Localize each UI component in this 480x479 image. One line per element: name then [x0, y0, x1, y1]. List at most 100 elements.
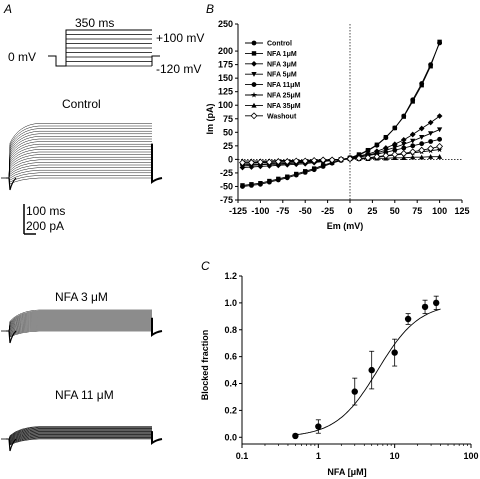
current-trace — [6, 432, 152, 441]
data-marker — [418, 146, 426, 154]
current-trace — [6, 320, 152, 332]
data-marker — [392, 145, 398, 151]
iv-x-tick-label: -25 — [321, 206, 334, 216]
trace-control — [1, 123, 163, 191]
panel-c-label: C — [201, 259, 210, 273]
dr-y-tick-label: 0.0 — [224, 432, 237, 442]
data-marker — [410, 99, 415, 104]
panel-a-label: A — [3, 2, 12, 16]
current-trace — [6, 321, 152, 332]
legend-label: NFA 3μM — [267, 61, 297, 68]
data-marker — [274, 158, 282, 165]
data-marker — [428, 139, 434, 144]
dr-data-point — [391, 349, 398, 356]
current-trace — [6, 177, 152, 185]
data-marker — [251, 60, 257, 67]
iv-y-tick-label: 125 — [218, 87, 233, 97]
capacitive-artifact — [8, 330, 17, 344]
data-marker — [436, 127, 443, 133]
dr-y-tick-label: 0.6 — [224, 352, 237, 362]
data-marker — [303, 169, 308, 174]
iv-x-tick-label: 125 — [454, 206, 469, 216]
dr-fit-curve — [295, 308, 441, 436]
current-trace — [6, 433, 152, 442]
current-trace — [6, 430, 152, 440]
data-marker — [419, 82, 424, 88]
data-marker — [320, 163, 326, 168]
data-marker — [258, 181, 263, 186]
current-trace — [6, 438, 152, 446]
legend-label: Control — [267, 41, 292, 48]
current-trace — [6, 123, 152, 179]
dr-xlabel: NFA [μM] — [327, 467, 366, 477]
data-marker — [428, 64, 433, 69]
data-marker — [437, 136, 443, 142]
iv-y-tick-label: 100 — [218, 100, 233, 110]
legend-label: NFA 11μM — [267, 82, 300, 89]
iv-y-tick-label: 0 — [228, 154, 233, 164]
tail-current — [151, 317, 163, 337]
data-marker — [391, 141, 398, 148]
data-marker — [251, 82, 257, 88]
data-marker — [436, 113, 443, 119]
iv-ylabel: Im (pA) — [205, 104, 215, 135]
data-marker — [410, 154, 416, 160]
iv-x-tick-label: 25 — [367, 206, 377, 216]
trace-nfa11 — [1, 426, 163, 452]
data-marker — [251, 72, 257, 77]
dr-data-point — [432, 299, 440, 307]
dr-data-point — [421, 303, 429, 311]
data-marker — [427, 119, 434, 126]
iv-x-tick-label: -50 — [299, 206, 312, 216]
data-marker — [418, 125, 425, 132]
current-trace — [6, 435, 152, 444]
capacitive-artifact — [8, 438, 17, 452]
data-marker — [373, 153, 381, 161]
iv-y-tick-label: 200 — [218, 46, 233, 56]
protocol-duration-label: 350 ms — [75, 16, 114, 30]
data-marker — [392, 147, 398, 153]
data-marker — [249, 182, 254, 187]
trace-nfa3 — [1, 309, 163, 344]
data-marker — [267, 178, 272, 184]
current-trace — [6, 309, 152, 332]
data-marker — [401, 142, 407, 147]
current-trace — [6, 330, 152, 338]
current-trace — [6, 162, 152, 179]
trace-control-label: Control — [62, 97, 101, 111]
capacitive-artifact — [8, 177, 17, 191]
current-trace — [6, 431, 152, 440]
data-marker — [251, 40, 257, 46]
iv-y-tick-label: -25 — [220, 168, 233, 178]
data-marker — [437, 39, 442, 45]
data-marker — [374, 142, 380, 147]
data-marker — [250, 112, 258, 120]
dr-y-tick-label: 0.4 — [224, 379, 237, 389]
dr-x-tick-label: 100 — [463, 451, 478, 461]
current-trace — [6, 169, 152, 179]
iv-y-tick-label: 25 — [223, 141, 233, 151]
data-marker — [436, 154, 443, 159]
data-marker — [319, 156, 327, 164]
legend-label: NFA 25μM — [267, 93, 301, 100]
current-trace — [6, 436, 152, 444]
current-trace — [6, 172, 152, 181]
iv-y-tick-label: -75 — [220, 195, 233, 205]
iv-y-tick-label: 150 — [218, 73, 233, 83]
data-marker — [364, 154, 372, 162]
current-trace — [6, 167, 152, 179]
data-marker — [409, 148, 417, 156]
data-marker — [391, 151, 399, 158]
legend-label: Washout — [267, 113, 297, 120]
dr-x-tick-label: 0.1 — [236, 451, 249, 461]
data-marker — [239, 159, 246, 167]
current-trace — [6, 433, 152, 442]
tail-current — [151, 431, 163, 445]
dr-y-tick-label: 0.2 — [224, 405, 237, 415]
data-marker — [365, 147, 371, 153]
data-marker — [311, 166, 317, 171]
iv-y-tick-label: 75 — [223, 114, 233, 124]
data-marker — [240, 183, 245, 188]
data-marker — [428, 154, 434, 159]
legend-label: NFA 1μM — [267, 51, 297, 58]
